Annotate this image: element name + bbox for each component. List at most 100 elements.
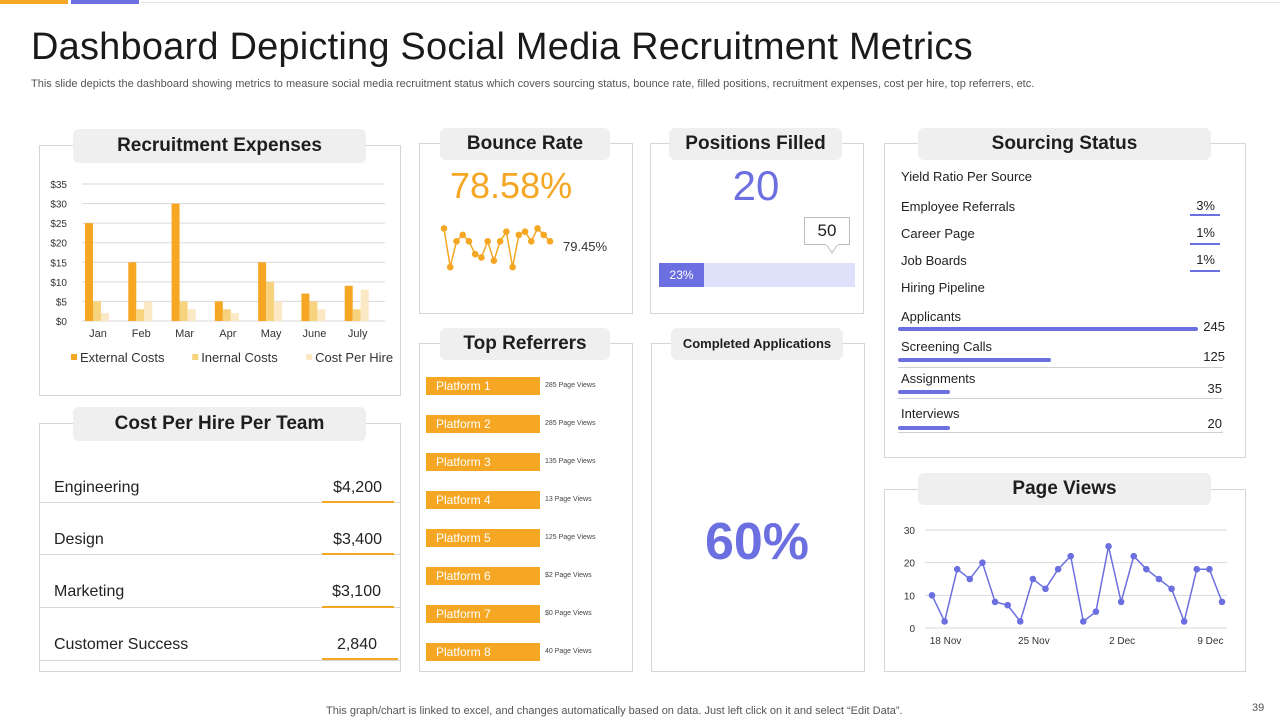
pipeline-stage-value: 245 — [1203, 319, 1225, 334]
bounce-sparkline-point — [490, 257, 498, 264]
legend-label: Cost Per Hire — [315, 350, 393, 365]
pipeline-stage-bar — [898, 358, 1052, 362]
yield-ratio-heading: Yield Ratio Per Source — [901, 169, 1033, 184]
bar-cost-per-hire — [317, 309, 326, 321]
positions-target-callout: 50 — [804, 217, 850, 245]
source-yield-pct: 1% — [1196, 252, 1215, 267]
page-views-point — [1054, 565, 1062, 573]
x-tick-label: 25 Nov — [1018, 636, 1050, 647]
bar-external-costs — [128, 262, 137, 321]
page-views-point — [1105, 543, 1112, 550]
page-views-line — [931, 546, 1223, 624]
bar-cost-per-hire — [274, 301, 283, 321]
page-views-point — [1117, 598, 1125, 606]
bounce-sparkline-point — [515, 231, 523, 239]
sourcing-status-card — [884, 143, 1246, 458]
x-tick-label: Mar — [175, 328, 194, 340]
referrer-platform-label: Platform 2 — [426, 415, 540, 433]
referrer-page-views: 285 Page Views — [545, 420, 596, 427]
y-tick-label: $30 — [50, 200, 67, 211]
bounce-sparkline-point — [546, 238, 554, 245]
page-number: 39 — [1252, 702, 1265, 714]
bar-cost-per-hire — [144, 301, 153, 321]
bar-inernal-costs — [222, 309, 231, 321]
y-tick-label: $25 — [50, 219, 67, 230]
bar-external-costs — [171, 203, 180, 321]
pipeline-stage-name: Screening Calls — [901, 339, 993, 354]
bounce-sparkline-point — [527, 238, 535, 245]
y-tick-label: $10 — [50, 278, 67, 289]
pipeline-stage-value: 20 — [1207, 416, 1222, 431]
page-views-point — [1067, 552, 1074, 560]
referrer-page-views: 13 Page Views — [545, 496, 592, 503]
recruitment-expenses-card — [39, 145, 401, 396]
y-tick-label: 10 — [904, 591, 916, 602]
cost-value-underline — [322, 501, 394, 503]
cost-value-underline — [322, 658, 398, 660]
referrer-platform-label: Platform 3 — [426, 453, 540, 471]
legend-swatch — [306, 354, 313, 360]
x-tick-label: Jan — [89, 328, 107, 340]
referrer-page-views: 125 Page Views — [545, 534, 596, 541]
page-views-chart: 0 10 20 30 18 Nov 25 Nov 2 Dec 9 Dec — [904, 526, 1227, 647]
bar-cost-per-hire — [230, 313, 239, 321]
cost-value-underline — [322, 606, 394, 608]
pipeline-stage-name: Interviews — [901, 406, 960, 421]
y-tick-label: $0 — [56, 317, 68, 328]
callout-pointer — [825, 244, 839, 254]
bounce-sparkline-point — [484, 238, 491, 245]
bounce-sparkline-point — [453, 238, 460, 245]
x-tick-label: 18 Nov — [930, 636, 962, 647]
referrer-platform-label: Platform 5 — [426, 529, 540, 547]
page-views-title: Page Views — [918, 473, 1211, 505]
page-subtitle: This slide depicts the dashboard showing… — [31, 78, 1035, 90]
footer-note: This graph/chart is linked to excel, and… — [326, 705, 903, 717]
page-views-point — [1092, 608, 1100, 615]
recruitment-expenses-chart: $0 $5 $10 $15 $20 $25 $30 $35 Jan Feb Mar Apr May Jun… — [50, 180, 393, 365]
completed-applications-card — [651, 343, 865, 672]
x-tick-label: 9 Dec — [1197, 636, 1223, 647]
page-views-point — [953, 565, 961, 573]
pipeline-stage-value: 35 — [1207, 381, 1222, 396]
bar-external-costs — [85, 223, 93, 321]
page-views-card — [884, 489, 1246, 672]
source-yield-pct: 1% — [1196, 225, 1215, 240]
bounce-sparkline-point — [440, 225, 448, 232]
referrer-page-views: $0 Page Views — [545, 610, 592, 617]
referrer-page-views: 40 Page Views — [545, 648, 592, 655]
x-tick-label: July — [348, 328, 368, 340]
cost-team-label: Marketing — [54, 583, 125, 600]
bounce-sparkline-point — [509, 263, 516, 271]
page-views-point — [1193, 565, 1201, 573]
x-tick-label: 2 Dec — [1109, 636, 1135, 647]
bar-external-costs — [258, 262, 267, 321]
bar-inernal-costs — [179, 301, 188, 321]
referrer-platform-label: Platform 7 — [426, 605, 540, 623]
page-views-point — [1168, 585, 1175, 593]
y-tick-label: $20 — [50, 239, 67, 250]
bar-external-costs — [301, 293, 310, 321]
x-tick-label: Apr — [219, 328, 236, 340]
cost-team-label: Customer Success — [54, 636, 189, 653]
pipeline-stage-name: Applicants — [901, 309, 961, 324]
bar-external-costs — [214, 301, 223, 321]
page-views-point — [966, 575, 974, 583]
referrer-page-views: $2 Page Views — [545, 572, 592, 579]
cost-team-label: Design — [54, 531, 104, 548]
bounce-sparkline-point — [496, 238, 504, 245]
referrer-platform-label: Platform 6 — [426, 567, 540, 585]
cost-team-value: 2,840 — [336, 636, 377, 653]
positions-progress-fill: 23% — [659, 263, 705, 287]
cost-team-value: $3,400 — [333, 531, 382, 548]
bar-inernal-costs — [266, 281, 275, 321]
bounce-sparkline-point — [521, 228, 529, 235]
x-tick-label: Feb — [132, 328, 151, 340]
legend-label: External Costs — [80, 350, 165, 365]
legend-swatch — [71, 354, 77, 360]
bar-external-costs — [344, 285, 353, 321]
pipeline-divider — [898, 367, 1223, 368]
bounce-rate-sparkline-label: 79.45% — [563, 239, 608, 254]
referrer-page-views: 135 Page Views — [545, 458, 596, 465]
completed-applications-value: 60% — [704, 513, 810, 571]
cost-team-value: $3,100 — [332, 583, 381, 600]
